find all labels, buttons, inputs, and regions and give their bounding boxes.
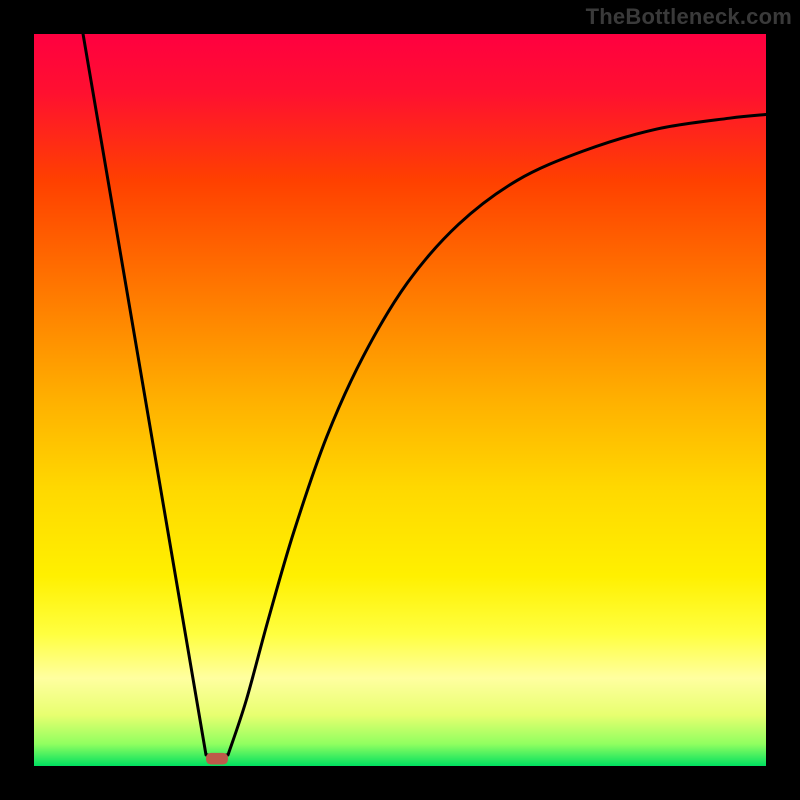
optimal-point-marker — [206, 753, 228, 765]
bottleneck-chart — [0, 0, 800, 800]
plot-background — [34, 34, 766, 766]
watermark-text: TheBottleneck.com — [586, 4, 792, 30]
chart-frame: TheBottleneck.com — [0, 0, 800, 800]
